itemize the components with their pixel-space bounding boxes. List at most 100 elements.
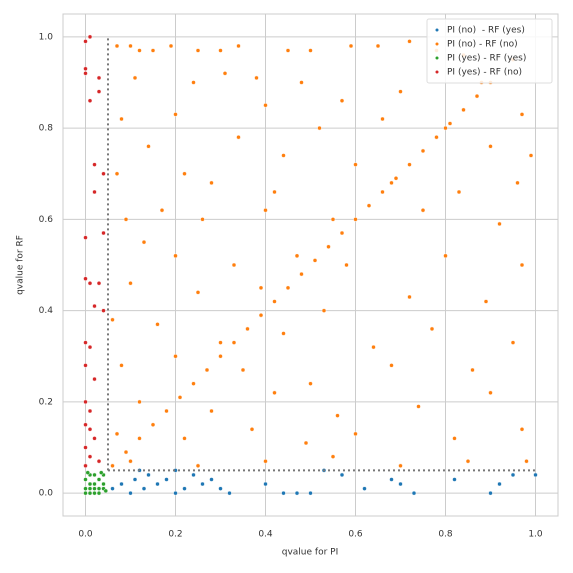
x-axis-label: qvalue for PI [282,548,338,558]
point [443,253,448,259]
point [92,162,97,167]
point [173,354,178,359]
point [119,116,124,122]
point [150,48,156,53]
point [164,477,169,482]
y-axis-label: qvalue for RF [16,235,26,295]
point [249,427,255,432]
point [227,490,232,496]
x-tick-label: 1.0 [528,530,543,540]
legend-label: PI (yes) - RF (yes) [447,54,526,64]
point [330,217,336,222]
legend-swatch [435,42,439,46]
point [258,285,264,291]
point [375,43,381,49]
point [83,477,88,482]
point [353,162,358,167]
point [209,180,214,186]
y-tick-label: 0.4 [39,306,54,316]
point [87,344,93,350]
point [263,481,268,487]
point [326,244,331,249]
point [96,75,102,81]
point [83,486,88,491]
point [123,217,129,222]
point [312,258,318,263]
point [191,80,196,85]
point [92,376,97,382]
point [420,208,426,213]
point [83,463,88,468]
point [128,281,133,286]
point [519,112,525,117]
x-tick-label: 0.2 [168,530,182,540]
point [263,103,268,108]
point [353,217,358,222]
point [141,486,147,491]
point [299,271,304,277]
point [83,39,88,44]
point [389,363,394,368]
legend-label: PI (no) - RF (yes) [447,26,525,36]
point [119,363,124,368]
point [123,449,129,455]
point [218,486,223,491]
point [128,43,133,49]
point [407,162,412,167]
point [285,285,291,291]
point [101,308,106,313]
point [317,125,322,131]
point [272,299,277,304]
point [182,436,187,441]
point [204,367,210,373]
point [87,490,93,496]
point [146,144,151,149]
point [96,486,102,491]
point [429,326,435,332]
point [488,490,493,496]
point [285,48,291,53]
point [159,208,165,213]
point [83,235,88,240]
point [128,459,133,464]
point [137,436,142,441]
point [92,189,97,195]
point [209,408,214,414]
point [87,486,93,491]
point [96,281,102,286]
point [182,486,187,491]
point [173,253,178,259]
point [92,490,97,496]
point [308,381,313,386]
point [114,431,120,437]
point [362,486,367,491]
point [168,43,174,49]
point [87,427,93,432]
point [200,481,205,487]
point [411,490,417,496]
point [83,363,88,368]
legend-box [426,18,553,84]
point [452,436,457,441]
point [92,472,97,478]
point [434,135,439,140]
point [209,477,214,482]
legend: PI (no) - RF (yes) PI (no) - RF (no) PI (y… [426,18,553,84]
point [173,490,178,496]
point [465,459,471,464]
point [330,454,336,459]
point [99,470,104,475]
legend-swatch [435,70,439,74]
point [393,176,399,181]
point [222,71,228,76]
point [101,171,106,176]
point [128,490,133,496]
y-tick-label: 1.0 [39,32,54,42]
point [339,98,345,103]
point [519,262,525,268]
point [236,135,241,140]
point [339,230,345,236]
point [281,153,286,158]
point [416,404,421,409]
